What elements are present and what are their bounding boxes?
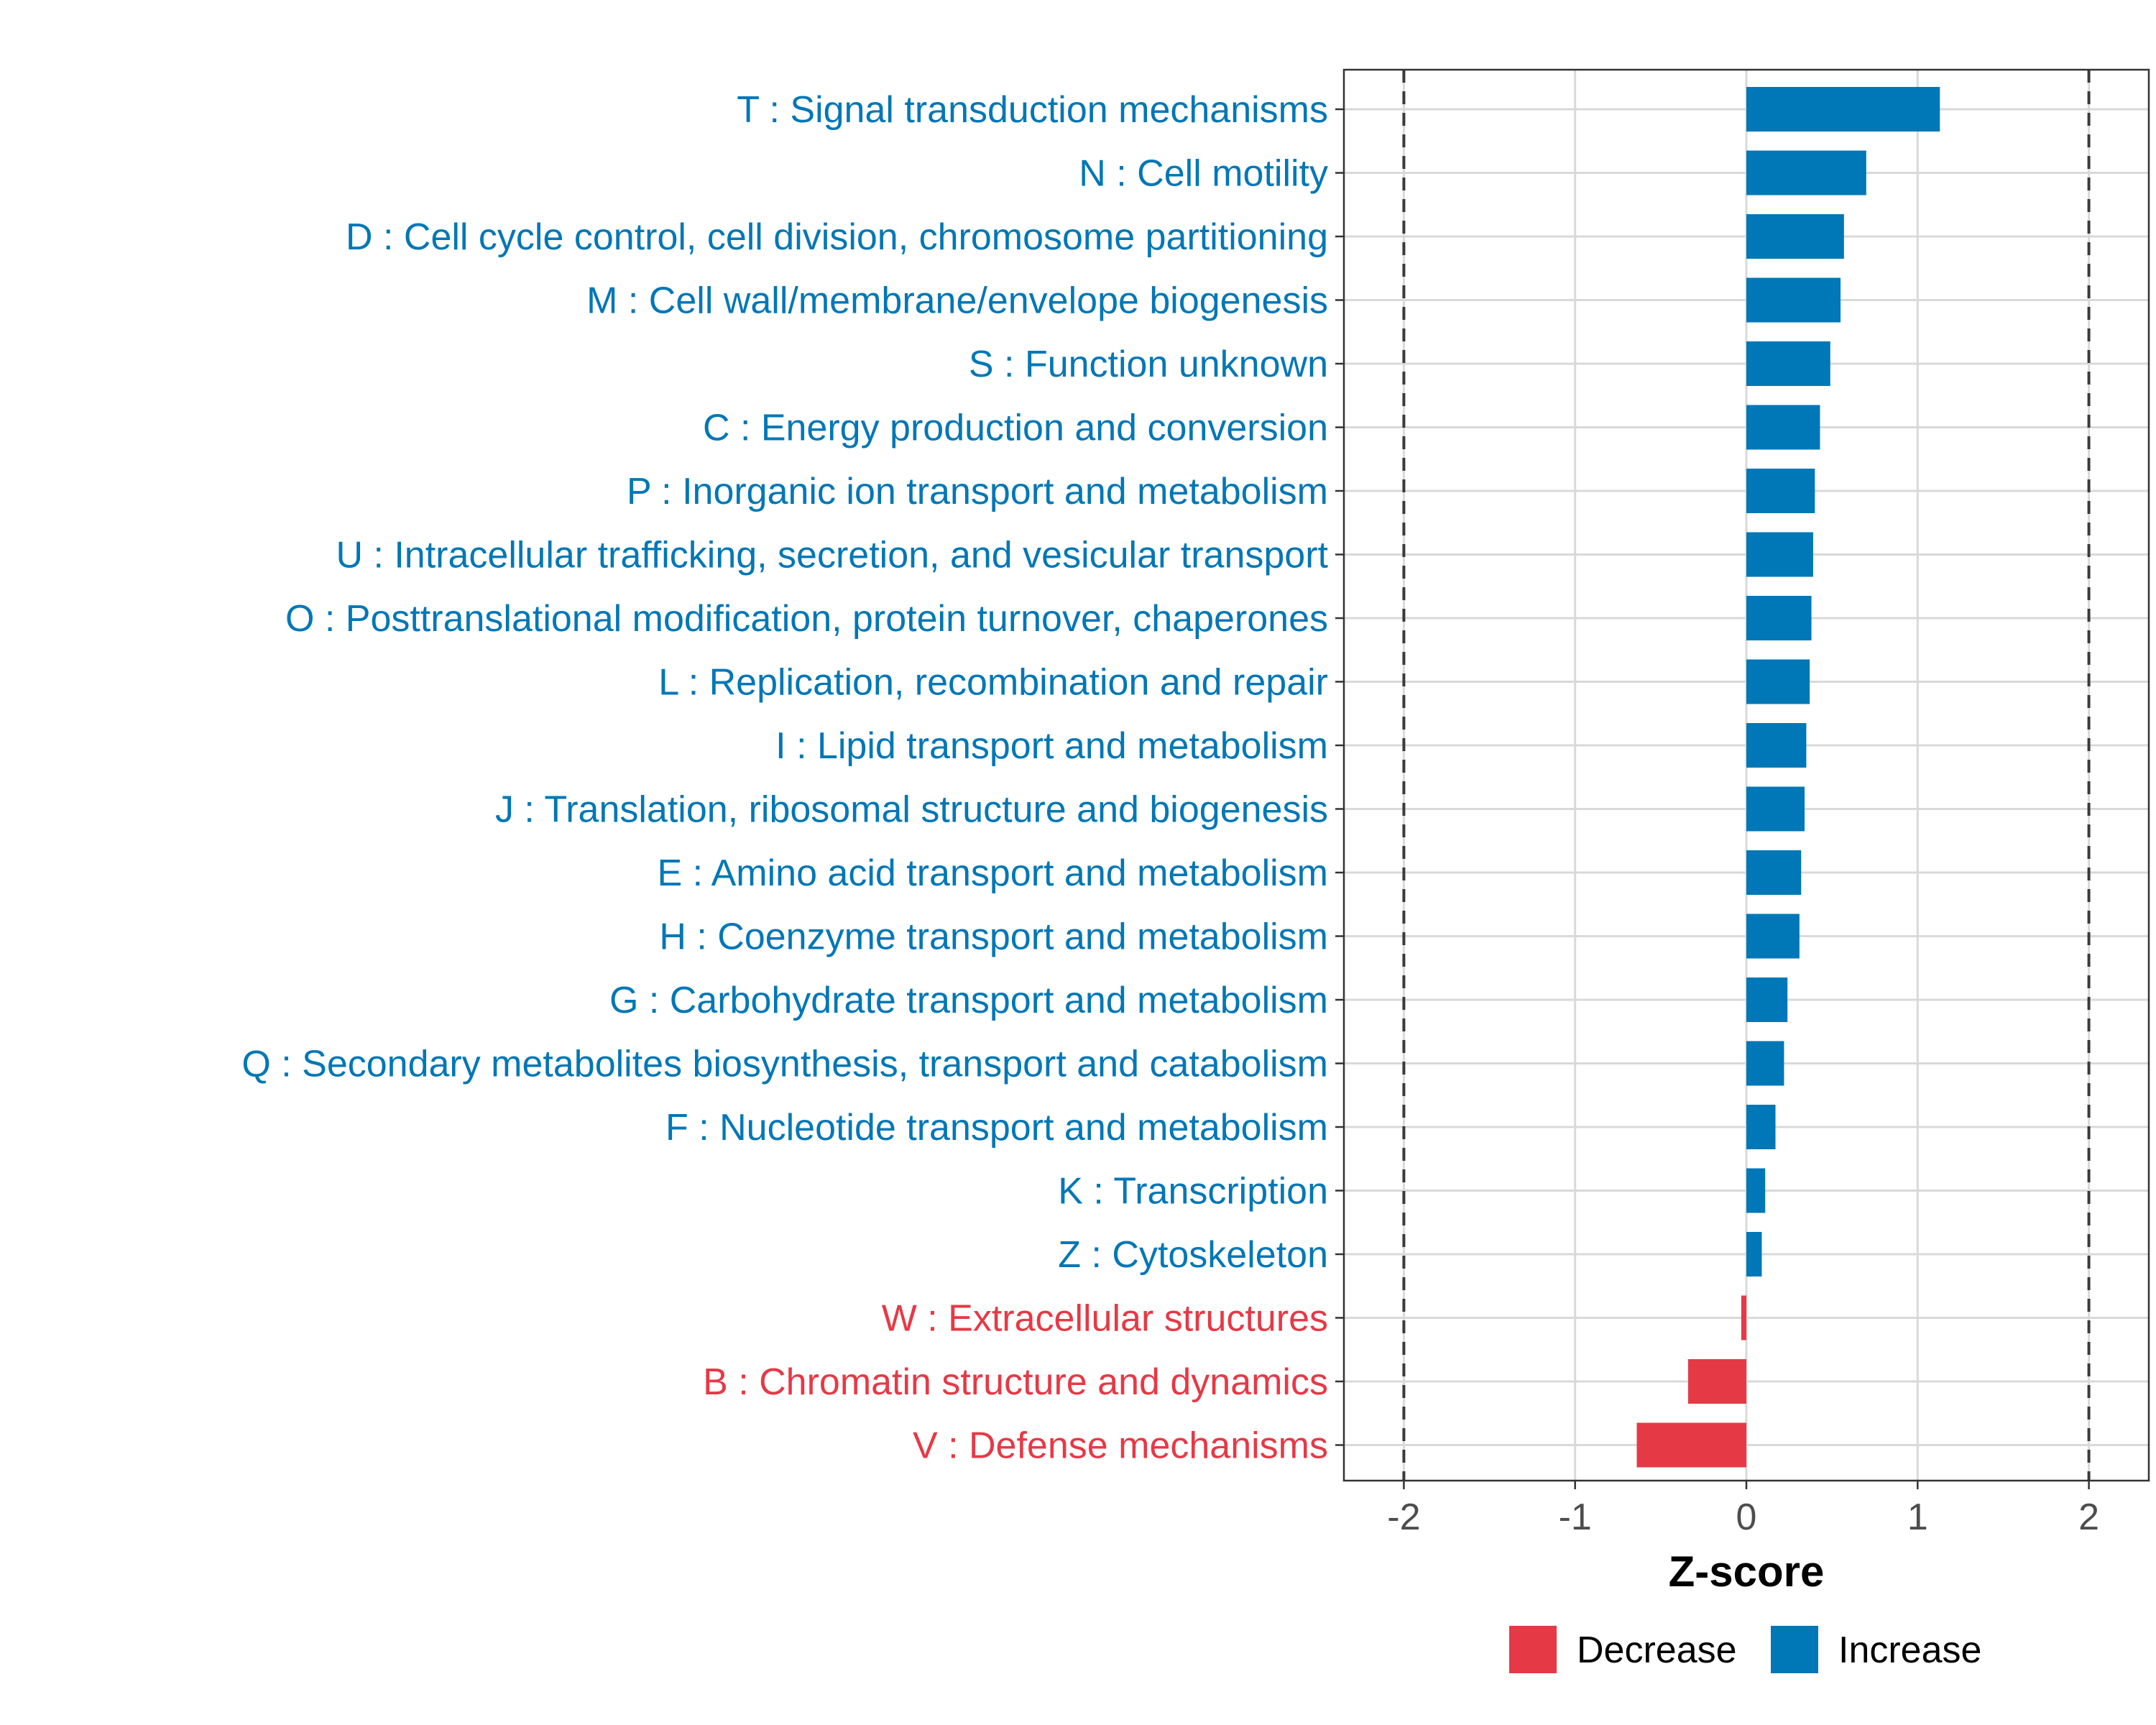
x-tick-label: 0	[1736, 1496, 1757, 1538]
category-label: C : Energy production and conversion	[703, 408, 1328, 449]
x-tick-label: -1	[1559, 1496, 1592, 1538]
category-label: U : Intracellular trafficking, secretion…	[336, 535, 1328, 576]
bar	[1746, 532, 1813, 577]
bar	[1636, 1422, 1746, 1468]
category-label: O : Posttranslational modification, prot…	[285, 598, 1328, 640]
x-tick-label: -2	[1387, 1496, 1420, 1538]
category-label: H : Coenzyme transport and metabolism	[659, 916, 1328, 958]
category-label: M : Cell wall/membrane/envelope biogenes…	[586, 280, 1328, 322]
x-axis-title: Z-score	[1669, 1547, 1825, 1596]
category-label: T : Signal transduction mechanisms	[737, 89, 1328, 131]
category-label: Z : Cytoskeleton	[1058, 1234, 1328, 1276]
legend-label-decrease: Decrease	[1577, 1629, 1737, 1671]
category-label: F : Nucleotide transport and metabolism	[665, 1107, 1328, 1149]
category-label: I : Lipid transport and metabolism	[775, 725, 1328, 767]
category-label: B : Chromatin structure and dynamics	[703, 1361, 1328, 1403]
legend-swatch-increase	[1771, 1626, 1818, 1673]
bar	[1746, 723, 1807, 768]
x-tick-label: 2	[2078, 1496, 2099, 1538]
category-label: E : Amino acid transport and metabolism	[657, 852, 1328, 894]
bar	[1746, 914, 1800, 959]
bar	[1741, 1295, 1746, 1340]
category-labels: T : Signal transduction mechanisms N : Ce…	[241, 89, 1328, 1467]
bar	[1746, 341, 1830, 386]
bar	[1746, 277, 1841, 323]
category-label: W : Extracellular structures	[882, 1298, 1328, 1340]
bar	[1746, 1105, 1776, 1149]
bar	[1746, 87, 1940, 132]
bar	[1746, 596, 1812, 640]
category-label: V : Defense mechanisms	[913, 1425, 1328, 1467]
bar	[1746, 469, 1815, 513]
bar	[1746, 405, 1820, 450]
bar	[1746, 1232, 1762, 1276]
x-tick-label: 1	[1907, 1496, 1928, 1538]
category-label: N : Cell motility	[1079, 153, 1328, 195]
reference-lines	[1402, 70, 2091, 1481]
bar	[1746, 978, 1788, 1022]
bar	[1746, 1168, 1766, 1213]
legend-label-increase: Increase	[1838, 1629, 1981, 1671]
bar	[1746, 786, 1805, 832]
category-label: G : Carbohydrate transport and metabolis…	[609, 980, 1328, 1021]
category-label: P : Inorganic ion transport and metaboli…	[627, 471, 1328, 512]
category-label: D : Cell cycle control, cell division, c…	[346, 216, 1328, 258]
category-label: K : Transcription	[1058, 1171, 1328, 1213]
bars	[1636, 87, 1940, 1468]
y-axis-ticks	[1335, 108, 1344, 1446]
bar	[1746, 659, 1810, 704]
category-label: L : Replication, recombination and repai…	[658, 662, 1328, 704]
bar	[1746, 150, 1866, 196]
legend-swatch-decrease	[1509, 1626, 1557, 1673]
x-axis-ticks: -2 -1 0 1 2	[1387, 1481, 2099, 1538]
category-label: J : Translation, ribosomal structure and…	[495, 789, 1328, 831]
bar	[1746, 214, 1844, 259]
bar	[1746, 1041, 1784, 1086]
bar	[1687, 1359, 1746, 1404]
category-label: Q : Secondary metabolites biosynthesis, …	[241, 1044, 1328, 1085]
category-label: S : Function unknown	[969, 344, 1328, 385]
legend: Decrease Increase	[1509, 1626, 1981, 1673]
bar	[1746, 850, 1802, 895]
